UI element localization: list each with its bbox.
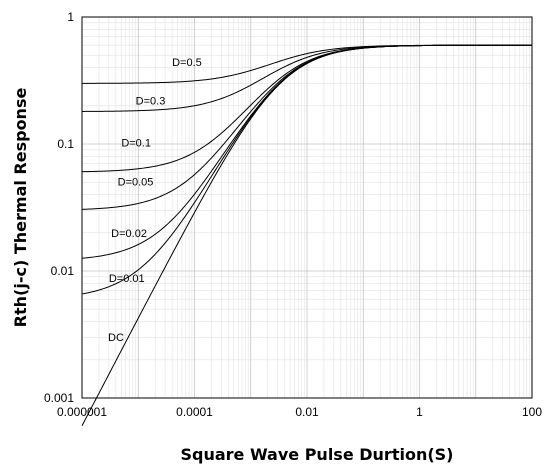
x-tick-label: 1 (416, 405, 423, 419)
x-tick-label: 0.000001 (57, 405, 107, 419)
y-tick-label: 0.1 (57, 137, 74, 151)
curve-label-d-0-3: D=0.3 (136, 95, 166, 107)
y-tick-label: 0.001 (44, 391, 74, 405)
y-axis-ticks: 1 0.1 0.01 0.001 (44, 10, 74, 405)
curve-label-d-0-02: D=0.02 (111, 228, 147, 240)
curve-label-d-0-05: D=0.05 (118, 177, 154, 189)
curve-labels: D=0.5 D=0.3 D=0.1 D=0.05 D=0.02 D=0.01 DC (108, 57, 202, 344)
response-curves (81, 44, 532, 426)
x-tick-label: 0.0001 (176, 405, 213, 419)
y-tick-label: 1 (67, 10, 74, 24)
curve-label-dc: DC (108, 332, 124, 344)
major-gridlines (81, 17, 532, 399)
curve-label-d-0-1: D=0.1 (121, 137, 151, 149)
plot-area-frame (81, 16, 533, 399)
y-axis-title: Rth(j-c) Thermal Response (11, 88, 30, 328)
x-axis-ticks: 0.000001 0.0001 0.01 1 100 (57, 405, 542, 419)
curve-dc (81, 44, 532, 426)
curve-label-d-0-01: D=0.01 (109, 273, 145, 285)
x-tick-label: 100 (522, 405, 542, 419)
x-tick-label: 0.01 (295, 405, 319, 419)
x-axis-title: Square Wave Pulse Durtion(S) (181, 445, 454, 464)
curve-label-d-0-5: D=0.5 (172, 57, 202, 69)
y-tick-label: 0.01 (51, 264, 75, 278)
